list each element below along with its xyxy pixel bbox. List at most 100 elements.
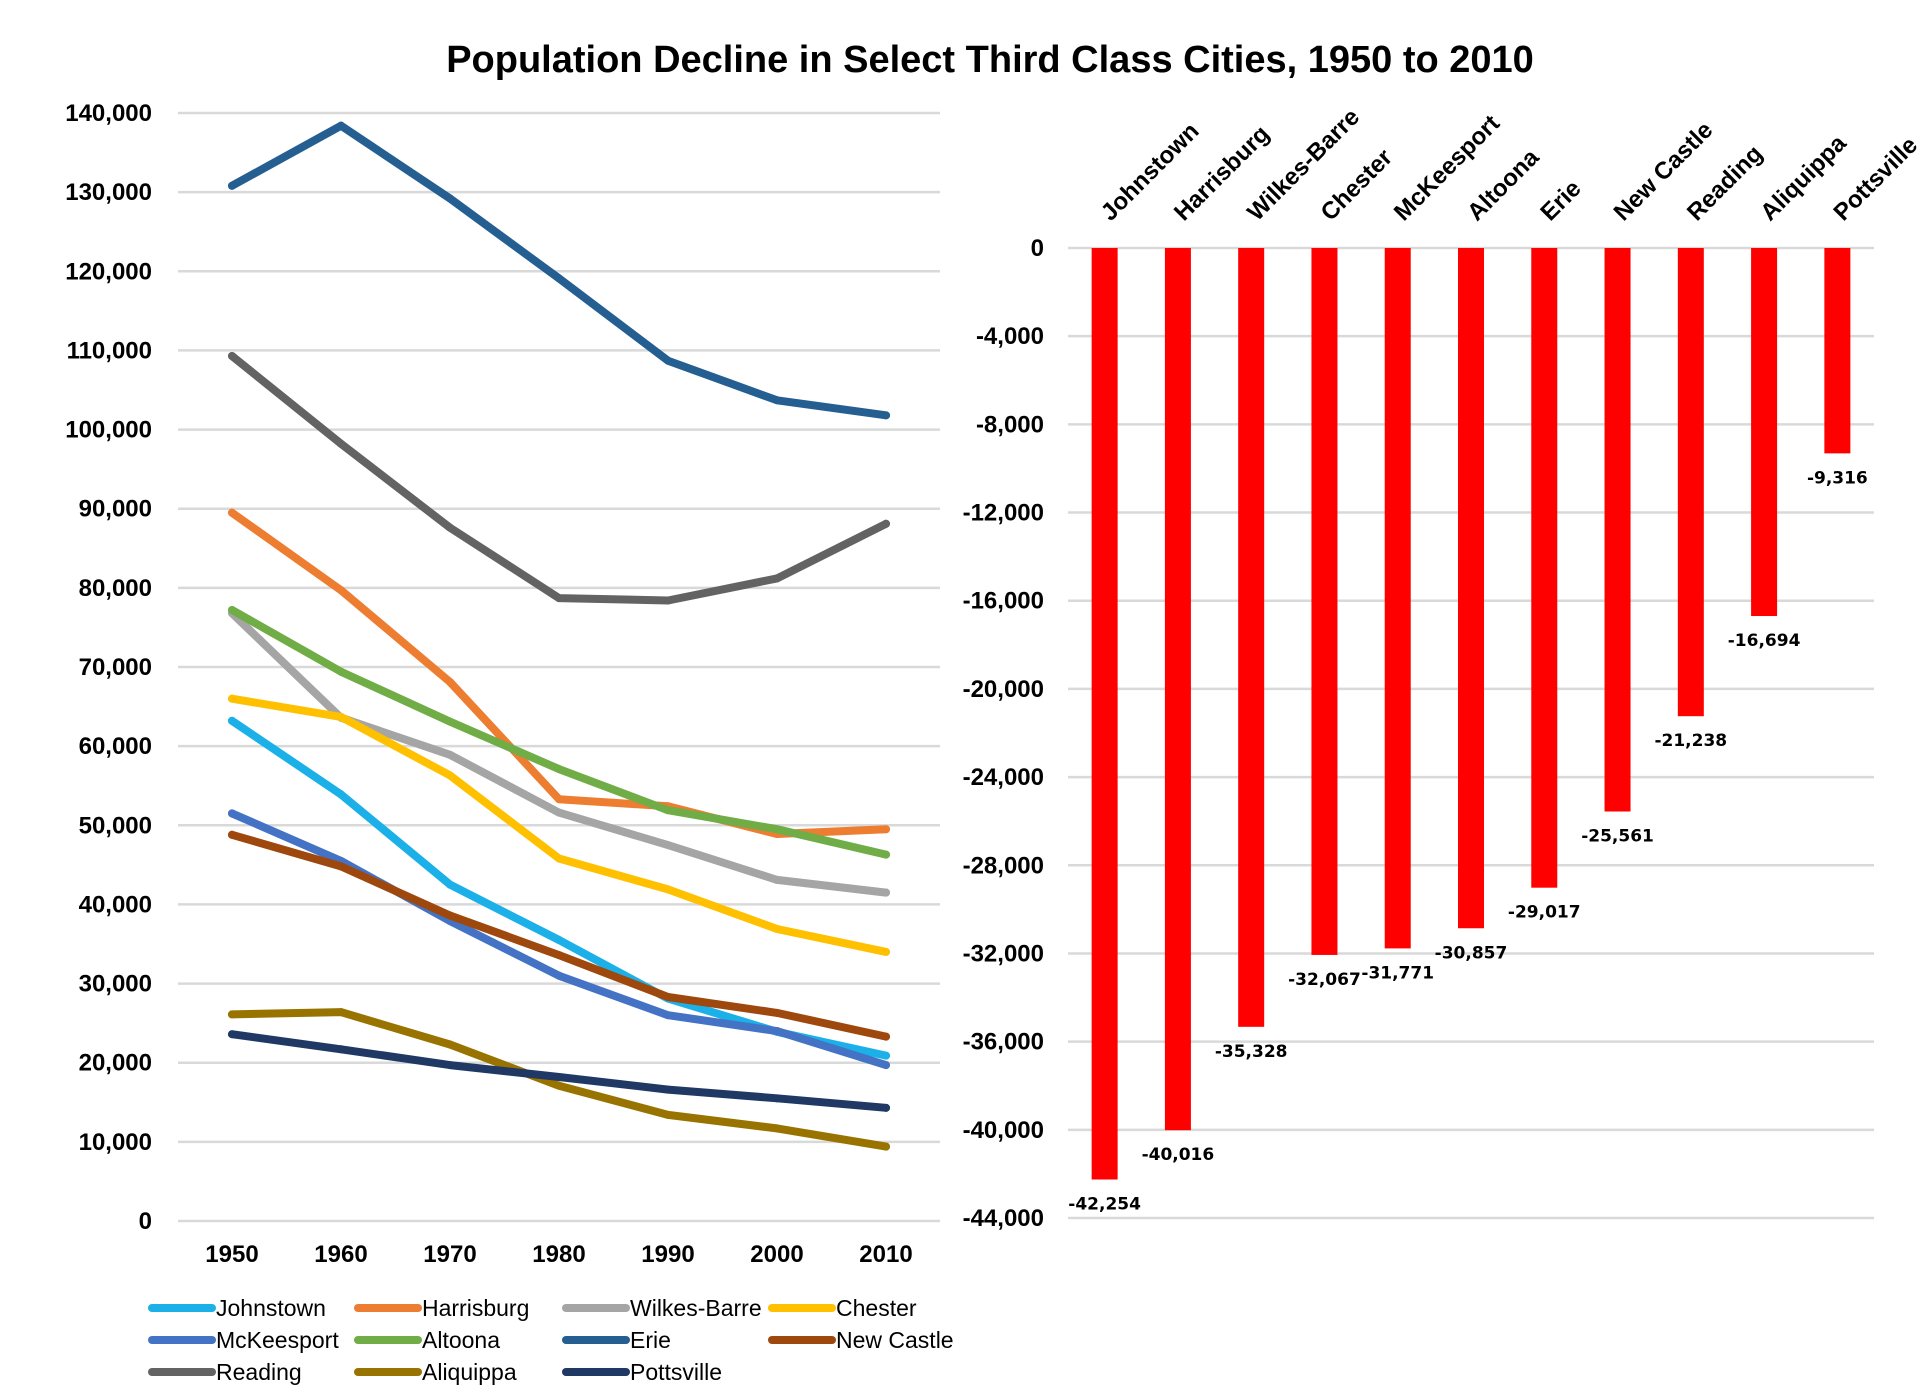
line-chart-y-tick: 10,000: [79, 1129, 152, 1156]
series-point-pottsville: [446, 1061, 454, 1070]
series-point-reading: [555, 594, 563, 603]
line-chart-y-tick: 100,000: [65, 417, 152, 444]
legend-label-aliquippa: Aliquippa: [422, 1359, 517, 1385]
line-chart-y-tick: 90,000: [79, 496, 152, 523]
line-chart-x-tick: 1970: [423, 1241, 476, 1268]
series-point-altoona: [882, 850, 890, 859]
series-point-chester: [555, 854, 563, 863]
series-point-chester: [446, 771, 454, 780]
series-point-altoona: [773, 825, 781, 834]
bar-chart-y-tick: -44,000: [963, 1205, 1044, 1232]
legend-label-harrisburg: Harrisburg: [422, 1295, 529, 1321]
series-line-wilkes-barre: [228, 609, 890, 897]
line-chart-y-axis: 0 10,000 20,000 30,000 40,000 50,000 60,000 70,…: [65, 100, 152, 1235]
legend-label-altoona: Altoona: [422, 1327, 500, 1353]
series-point-johnstown: [446, 880, 454, 889]
legend-label-reading: Reading: [216, 1359, 302, 1385]
series-point-harrisburg: [446, 678, 454, 687]
line-chart-x-tick: 1950: [205, 1241, 258, 1268]
series-point-erie: [446, 194, 454, 203]
series-point-wilkes-barre: [882, 888, 890, 897]
series-point-reading: [773, 574, 781, 583]
series-point-johnstown: [555, 936, 563, 945]
legend-label-chester: Chester: [836, 1295, 917, 1321]
series-point-erie: [773, 396, 781, 405]
line-chart-x-tick: 2010: [859, 1241, 912, 1268]
series-point-altoona: [664, 806, 672, 815]
series-point-erie: [228, 181, 236, 190]
series-point-aliquippa: [664, 1110, 672, 1119]
bar-chart-y-tick: -32,000: [963, 940, 1044, 967]
series-point-new-castle: [228, 830, 236, 839]
series-point-pottsville: [337, 1045, 345, 1054]
series-point-wilkes-barre: [664, 841, 672, 850]
line-chart-y-tick: 70,000: [79, 654, 152, 681]
bar-data-label-chester: -32,067: [1288, 970, 1361, 990]
series-point-new-castle: [664, 993, 672, 1002]
line-chart-y-tick: 30,000: [79, 971, 152, 998]
bar-chester: [1311, 248, 1338, 955]
bar-chart-data-labels: -42,254 -40,016 -35,328 -32,067 -31,771-30,8…: [1068, 468, 1867, 1214]
bar-chart-category-labels: JohnstownHarrisburgWilkes-BarreChesterMc…: [1096, 104, 1923, 227]
legend-label-mckeesport: McKeesport: [216, 1327, 339, 1353]
line-chart-x-axis: 1950 1960 1970 1980 1990 2000 2010: [205, 1241, 912, 1268]
line-chart-series: [228, 121, 890, 1151]
line-chart-y-tick: 40,000: [79, 891, 152, 918]
line-chart-x-tick: 2000: [750, 1241, 803, 1268]
series-point-johnstown: [228, 716, 236, 725]
bar-chart-y-tick: 0: [1031, 235, 1044, 262]
series-point-wilkes-barre: [555, 808, 563, 817]
bar-data-label-aliquippa: -16,694: [1728, 631, 1801, 651]
bar-erie: [1531, 248, 1558, 888]
bar-data-label-altoona: -30,857: [1435, 943, 1508, 963]
series-point-pottsville: [664, 1085, 672, 1094]
bar-data-label-reading: -21,238: [1654, 731, 1727, 751]
line-chart-legend: Johnstown Harrisburg Wilkes-Barre Chester Mc…: [148, 1295, 954, 1385]
bar-harrisburg: [1164, 248, 1191, 1131]
bar-data-label-harrisburg: -40,016: [1142, 1145, 1215, 1165]
series-point-mckeesport: [664, 1011, 672, 1020]
series-point-chester: [664, 885, 672, 894]
series-point-new-castle: [555, 951, 563, 960]
series-point-new-castle: [773, 1008, 781, 1017]
series-point-chester: [337, 712, 345, 721]
bar-chart-y-tick: -28,000: [963, 852, 1044, 879]
bar-reading: [1677, 248, 1704, 717]
series-line-reading: [228, 352, 890, 605]
line-chart-y-tick: 50,000: [79, 812, 152, 839]
bar-chart-y-tick: -8,000: [976, 411, 1044, 438]
series-point-harrisburg: [228, 508, 236, 517]
series-point-altoona: [337, 667, 345, 676]
series-point-mckeesport: [773, 1027, 781, 1036]
series-point-altoona: [446, 717, 454, 726]
bar-chart-y-tick: -24,000: [963, 764, 1044, 791]
series-point-erie: [882, 411, 890, 420]
series-point-aliquippa: [446, 1040, 454, 1049]
bar-mckeesport: [1384, 248, 1411, 949]
series-point-aliquippa: [555, 1081, 563, 1090]
line-chart-y-tick: 60,000: [79, 733, 152, 760]
series-point-aliquippa: [882, 1142, 890, 1151]
line-chart-y-tick: 0: [139, 1208, 152, 1235]
bar-chart-y-axis: 0 -4,000 -8,000 -12,000 -16,000 -20,000 -24,00…: [963, 235, 1044, 1232]
bar-data-label-pottsville: -9,316: [1807, 468, 1868, 488]
series-line-pottsville: [228, 1030, 890, 1112]
series-point-johnstown: [882, 1051, 890, 1060]
series-point-pottsville: [773, 1094, 781, 1103]
line-chart-population: 0 10,000 20,000 30,000 40,000 50,000 60,000 70,…: [65, 100, 940, 1268]
series-point-harrisburg: [337, 586, 345, 595]
series-point-aliquippa: [337, 1008, 345, 1017]
bar-johnstown: [1091, 248, 1118, 1180]
series-point-erie: [664, 356, 672, 365]
legend-label-wilkes-barre: Wilkes-Barre: [630, 1295, 762, 1321]
series-point-harrisburg: [555, 795, 563, 804]
series-point-aliquippa: [228, 1010, 236, 1019]
series-line-altoona: [228, 606, 890, 859]
series-point-mckeesport: [228, 809, 236, 818]
bar-data-label-erie: -29,017: [1508, 903, 1581, 923]
series-point-mckeesport: [882, 1061, 890, 1070]
series-point-mckeesport: [555, 971, 563, 980]
series-point-harrisburg: [882, 825, 890, 834]
series-point-new-castle: [882, 1032, 890, 1041]
